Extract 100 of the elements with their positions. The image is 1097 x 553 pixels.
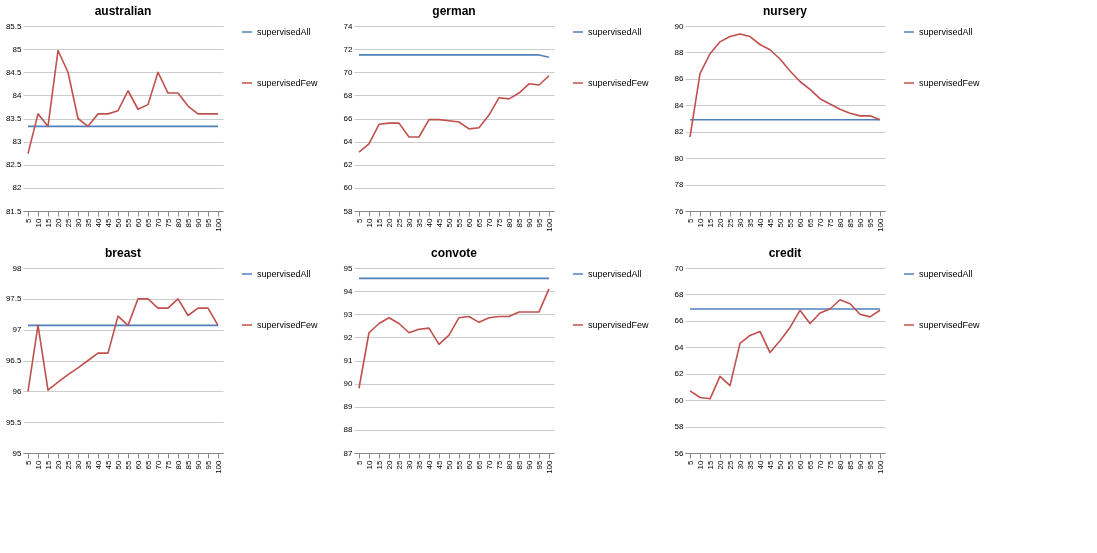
x-tick-label: 40 [755, 459, 765, 470]
x-tick-label: 55 [785, 217, 795, 228]
x-tick-label: 70 [815, 459, 825, 470]
y-tick-label: 95.5 [5, 417, 23, 427]
x-tick-label: 45 [103, 217, 113, 228]
x-tick-label: 55 [123, 217, 133, 228]
x-tick-label: 30 [735, 217, 745, 228]
x-tick-label: 75 [494, 217, 504, 228]
x-tick-label: 10 [33, 217, 43, 228]
x-tick-label: 25 [63, 217, 73, 228]
legend-label: supervisedAll [257, 269, 311, 279]
x-tick-label: 90 [193, 459, 203, 470]
x-tick-label: 60 [795, 217, 805, 228]
x-tick-label: 35 [414, 217, 424, 228]
x-tick-label: 65 [143, 217, 153, 228]
x-tick-label: 35 [745, 217, 755, 228]
x-tick-label: 85 [514, 459, 524, 470]
x-tick-label: 15 [43, 217, 53, 228]
y-tick-label: 66 [343, 114, 354, 123]
line-series [689, 33, 881, 138]
y-tick-label: 56 [674, 448, 685, 458]
x-tick-label: 90 [855, 217, 865, 228]
x-tick-label: 25 [725, 217, 735, 228]
x-tick-label: 35 [83, 217, 93, 228]
y-tick-label: 97 [12, 325, 23, 335]
x-tick-label: 60 [133, 217, 143, 228]
x-tick-label: 30 [735, 459, 745, 470]
x-tick-label: 45 [434, 217, 444, 228]
x-tick-label: 100 [875, 459, 885, 474]
x-tick-label: 85 [183, 459, 193, 470]
x-tick-label: 70 [153, 217, 163, 228]
y-tick-label: 88 [674, 47, 685, 57]
y-tick-label: 78 [674, 180, 685, 190]
x-tick-label: 100 [544, 217, 554, 232]
y-tick-label: 72 [343, 44, 354, 54]
x-tick-label: 60 [133, 459, 143, 470]
x-tick-label: 45 [434, 459, 444, 470]
y-tick-label: 83 [12, 137, 23, 147]
y-tick-label: 91 [343, 356, 354, 365]
x-tick-label: 5 [354, 217, 364, 223]
x-tick-label: 70 [484, 459, 494, 470]
x-tick-label: 25 [725, 459, 735, 470]
x-tick-label: 5 [685, 459, 695, 465]
y-tick-label: 62 [343, 160, 354, 170]
x-tick-label: 5 [685, 217, 695, 223]
x-tick-label: 85 [845, 459, 855, 470]
x-tick-label: 25 [394, 459, 404, 470]
x-tick-label: 85 [845, 217, 855, 228]
x-tick-label: 65 [805, 459, 815, 470]
x-tick-label: 55 [454, 217, 464, 228]
x-tick-label: 80 [173, 459, 183, 470]
y-tick-label: 94 [343, 286, 354, 296]
x-tick-label: 80 [504, 459, 514, 470]
x-tick-label: 90 [524, 459, 534, 470]
y-tick-label: 90 [674, 21, 685, 31]
x-tick-label: 35 [745, 459, 755, 470]
x-tick-label: 95 [534, 459, 544, 470]
y-tick-label: 82 [674, 127, 685, 137]
chart-title: australian [94, 4, 152, 18]
x-tick-label: 65 [474, 459, 484, 470]
y-tick-label: 97.5 [5, 294, 23, 304]
x-tick-label: 40 [755, 217, 765, 228]
x-tick-label: 20 [715, 459, 725, 470]
x-tick-label: 5 [23, 217, 33, 223]
y-tick-label: 83.5 [5, 114, 23, 123]
x-tick-label: 80 [504, 217, 514, 228]
x-tick-label: 75 [825, 217, 835, 228]
x-tick-label: 75 [163, 459, 173, 470]
x-tick-label: 90 [193, 217, 203, 228]
y-tick-label: 96 [12, 386, 23, 396]
x-tick-label: 30 [73, 217, 83, 228]
legend-label: supervisedAll [257, 27, 311, 37]
x-tick-label: 60 [795, 459, 805, 470]
x-tick-label: 65 [474, 217, 484, 228]
y-tick-label: 87 [343, 448, 354, 458]
y-tick-label: 84.5 [5, 67, 23, 77]
x-tick-label: 80 [173, 217, 183, 228]
x-tick-label: 95 [534, 217, 544, 228]
y-tick-label: 58 [674, 422, 685, 432]
x-tick-label: 40 [93, 217, 103, 228]
x-tick-label: 75 [163, 217, 173, 228]
y-tick-label: 68 [674, 289, 685, 299]
legend-label: supervisedFew [588, 320, 650, 330]
x-tick-label: 10 [364, 217, 374, 228]
x-tick-label: 25 [63, 459, 73, 470]
x-tick-label: 80 [835, 459, 845, 470]
x-tick-label: 45 [765, 217, 775, 228]
legend-label: supervisedFew [588, 78, 650, 88]
x-tick-label: 70 [815, 217, 825, 228]
y-tick-label: 68 [343, 90, 354, 100]
x-tick-label: 90 [524, 217, 534, 228]
x-tick-label: 90 [855, 459, 865, 470]
y-tick-label: 85.5 [5, 21, 23, 31]
line-series [27, 49, 219, 155]
x-tick-label: 20 [53, 459, 63, 470]
legend-label: supervisedAll [919, 269, 973, 279]
x-tick-label: 35 [83, 459, 93, 470]
x-tick-label: 85 [514, 217, 524, 228]
x-tick-label: 75 [494, 459, 504, 470]
x-tick-label: 15 [43, 459, 53, 470]
